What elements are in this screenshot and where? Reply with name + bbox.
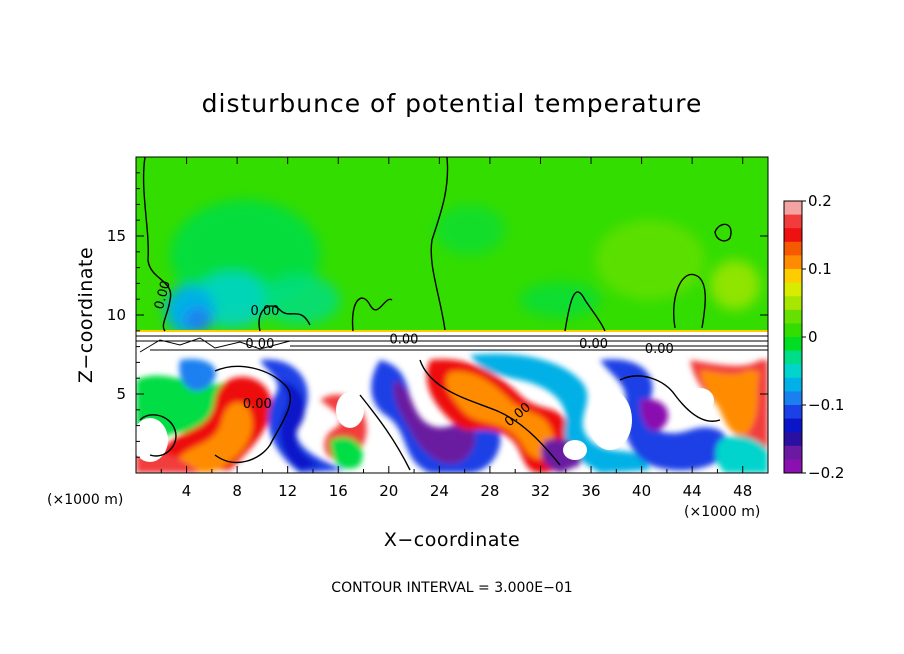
x-tick-label: 24 — [430, 482, 449, 500]
x-tick-label: 48 — [733, 482, 752, 500]
lower-layer-swirls — [136, 353, 768, 473]
colorbar-swatch — [784, 459, 802, 474]
colorbar-tick-label: 0.2 — [808, 192, 832, 210]
colorbar-swatch — [784, 309, 802, 324]
colorbar-swatch — [784, 432, 802, 447]
x-tick-label: 40 — [632, 482, 651, 500]
colorbar-swatch — [784, 282, 802, 297]
colorbar-tick-label: 0 — [808, 328, 818, 346]
contour-label: 0.00 — [152, 279, 174, 311]
colorbar-swatch — [784, 337, 802, 352]
colorbar-swatch — [784, 214, 802, 229]
colorbar-swatch — [784, 445, 802, 460]
lower-layer-pockets — [136, 388, 714, 462]
colorbar-tick-label: 0.1 — [808, 260, 832, 278]
contour-label: 0.00 — [245, 337, 274, 352]
contour-lines — [139, 157, 732, 471]
colorbar: 0.2 0.1 0 −0.1 −0.2 — [783, 192, 844, 482]
colorbar-swatch — [784, 241, 802, 256]
x-tick-label: 20 — [379, 482, 398, 500]
contour-label: 0.00 — [250, 304, 279, 319]
x-unit-note-left: (×1000 m) — [47, 492, 123, 508]
colorbar-swatch — [784, 350, 802, 365]
chart-title: disturbunce of potential temperature — [202, 89, 703, 118]
y-axis: 5 10 15 — [107, 172, 768, 458]
y-axis-label: Z−coordinate — [75, 247, 97, 383]
y-tick-label: 10 — [107, 306, 126, 324]
contour-label: 0.00 — [645, 342, 674, 357]
colorbar-swatch — [784, 391, 802, 406]
contour-label: 0.00 — [243, 397, 272, 412]
colorbar-swatch — [784, 201, 802, 216]
contour-field: 0.000.000.00 0.00 0.00 0.000.00 0.00 — [136, 157, 768, 473]
y-tick-label: 15 — [107, 227, 126, 245]
x-tick-label: 44 — [683, 482, 702, 500]
colorbar-swatch — [784, 364, 802, 379]
colorbar-swatch — [784, 296, 802, 311]
x-tick-label: 32 — [531, 482, 550, 500]
contour-label: 0.00 — [389, 332, 418, 347]
contour-interval-note: CONTOUR INTERVAL = 3.000E−01 — [331, 580, 572, 596]
x-axis: 4 8 12 16 20 24 28 32 36 40 44 48 — [160, 157, 752, 500]
y-tick-label: 5 — [116, 385, 126, 403]
colorbar-swatch — [784, 418, 802, 433]
colorbar-swatch — [784, 255, 802, 270]
x-unit-note-right: (×1000 m) — [684, 504, 760, 520]
colorbar-swatch — [784, 228, 802, 243]
x-tick-label: 16 — [329, 482, 348, 500]
x-tick-label: 36 — [581, 482, 600, 500]
x-axis-label: X−coordinate — [384, 529, 520, 551]
colorbar-swatch — [784, 405, 802, 420]
upper-layer-patches — [165, 200, 760, 335]
x-tick-label: 12 — [278, 482, 297, 500]
x-tick-label: 8 — [232, 482, 242, 500]
colorbar-tick-label: −0.1 — [808, 396, 844, 414]
colorbar-tick-label: −0.2 — [808, 464, 844, 482]
contour-label: 0.00 — [579, 337, 608, 352]
x-tick-label: 4 — [182, 482, 192, 500]
colorbar-swatch — [784, 377, 802, 392]
colorbar-swatch — [784, 323, 802, 338]
colorbar-swatch — [784, 269, 802, 284]
x-tick-label: 28 — [480, 482, 499, 500]
